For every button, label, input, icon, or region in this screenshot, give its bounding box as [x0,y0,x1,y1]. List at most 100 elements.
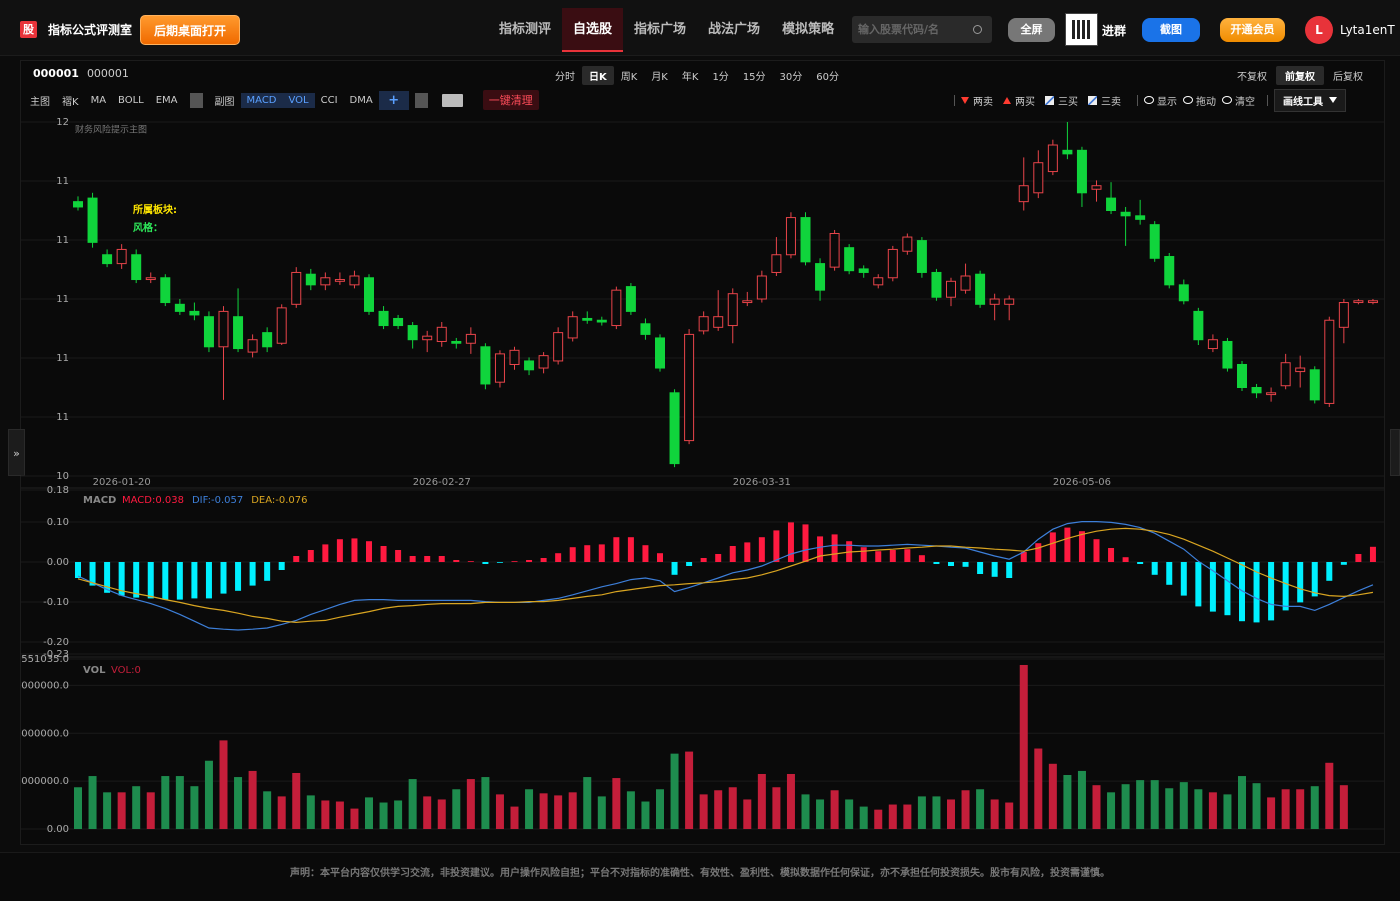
main-indicator[interactable]: BOLL [118,94,144,106]
volume-bar [932,796,941,829]
adjust-button[interactable]: 后复权 [1333,72,1363,83]
save-icon[interactable] [441,93,463,107]
volume-bar [728,787,737,829]
sub-indicator[interactable]: DMA [349,94,373,106]
signal-toggle[interactable]: 三买 [1045,93,1078,108]
period-button[interactable]: 1分 [712,72,729,83]
macd-bar [453,560,460,562]
desktop-button[interactable]: 后期桌面打开 [140,15,240,45]
period-button[interactable]: 分时 [555,72,575,83]
x-tick-label: 2026-01-20 [93,477,151,488]
candle-body [436,326,447,342]
volume-bar [1063,774,1072,829]
sub-indicator[interactable]: CCI [320,94,338,106]
candle-body [596,319,607,323]
y-tick-label: 0.00 [47,824,69,835]
main-indicator[interactable]: MA [90,94,107,106]
volume-bar [670,753,679,829]
signal-toggle[interactable]: 三卖 [1088,93,1121,108]
signal-icon [961,96,969,104]
macd-bar [1049,532,1056,562]
volume-bar [874,809,883,829]
volume-bar [1208,792,1217,829]
period-button[interactable]: 15分 [742,72,766,83]
screenshot-button[interactable]: 截图 [1142,18,1200,42]
vip-button[interactable]: 开通会员 [1220,18,1285,42]
volume-bar [452,789,461,829]
volume-bar [495,794,504,829]
candle-body [87,197,98,243]
adjust-button[interactable]: 前复权 [1276,66,1324,85]
volume-bar [597,796,606,829]
macd-bar [380,546,387,562]
volume-bar [757,773,766,829]
candle-body [1149,224,1160,259]
volume-bar [219,740,228,829]
y-tick-label: 3000000.0 [15,680,69,691]
logo[interactable]: 股 [20,21,37,38]
nav-item[interactable]: 战法广场 [708,22,761,37]
search-box[interactable]: 输入股票代码/名 [852,16,992,43]
site-title[interactable]: 指标公式评测室 [48,23,133,37]
sub-indicator[interactable]: VOL [282,92,315,108]
volume-bar [1179,782,1188,829]
nav-item[interactable]: 指标广场 [634,22,687,37]
main-indicator[interactable]: EMA [155,94,178,106]
candle-body [407,325,418,341]
main-indicator[interactable]: 褶K [62,96,79,108]
candle-body [1076,149,1087,194]
avatar[interactable]: L [1305,16,1333,44]
signal-toggle[interactable]: 两买 [1003,93,1035,108]
macd-bar [1239,562,1245,622]
macd-bar [1166,562,1173,585]
macd-bar [482,562,489,564]
period-button[interactable]: 年K [681,72,699,83]
tool-toggle[interactable]: 清空 [1222,93,1255,108]
clear-button[interactable]: 一键清理 [482,90,539,110]
period-button[interactable]: 月K [651,72,668,83]
username[interactable]: Lyta1enT [1340,23,1395,37]
volume-bar [699,794,708,829]
draw-tools[interactable]: 画线工具 [1274,88,1346,112]
join-group[interactable]: 进群 [1102,24,1127,38]
y-tick-label: 10 [56,471,69,482]
candle-body [320,277,331,286]
volume-bar [132,786,141,829]
nav-item[interactable]: 自选股 [562,8,624,52]
panel-title: MACD [83,495,116,506]
fullscreen-button[interactable]: 全屏 [1008,18,1055,42]
macd-bar [613,537,620,562]
adjust-button[interactable]: 不复权 [1237,72,1267,83]
period-button[interactable]: 日K [582,66,614,85]
sub-indicator[interactable]: MACD [240,92,283,108]
macd-bar [715,554,722,562]
annotation: 所属板块: [133,203,177,216]
y-tick-label: 12 [56,117,69,128]
expand-tab[interactable]: » [8,429,25,476]
tool-toggle[interactable]: 拖动 [1183,93,1216,108]
nav-item[interactable]: 指标测评 [499,22,552,37]
candle-body [1207,339,1218,350]
y-tick-label: 11 [56,176,69,187]
add-button[interactable]: + [378,90,409,110]
signal-toggle[interactable]: 两卖 [961,93,993,108]
candle-body [1353,300,1364,304]
volume-bar [1121,784,1130,829]
period-button[interactable]: 周K [620,72,638,83]
period-button[interactable]: 30分 [779,72,803,83]
candle-body [1106,197,1117,212]
qr-code[interactable] [1065,13,1098,46]
sub-label: 副图 [214,96,235,108]
volume-bar [175,776,184,829]
nav-item[interactable]: 模拟策略 [782,22,835,37]
macd-bar [933,562,940,564]
macd-bar [744,542,751,562]
candle-body [393,317,404,327]
candle-body [946,280,956,298]
candle-body [742,300,753,304]
volume-bar [830,790,839,829]
candle-body [640,323,651,335]
tool-toggle[interactable]: 显示 [1144,93,1177,108]
period-button[interactable]: 60分 [816,72,840,83]
volume-bar [190,786,199,829]
